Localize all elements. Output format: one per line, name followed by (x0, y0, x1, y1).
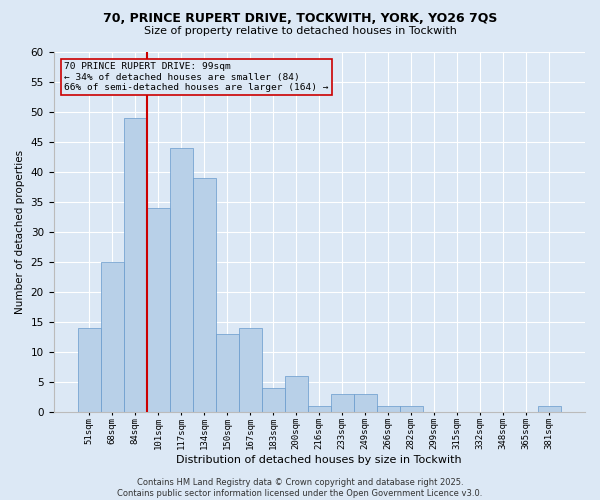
Y-axis label: Number of detached properties: Number of detached properties (15, 150, 25, 314)
Bar (170, 148, 193, 412)
Text: Contains HM Land Registry data © Crown copyright and database right 2025.
Contai: Contains HM Land Registry data © Crown c… (118, 478, 482, 498)
Bar (308, 406, 331, 411)
Bar (262, 388, 285, 411)
Bar (239, 328, 262, 411)
Bar (147, 208, 170, 412)
Bar (285, 376, 308, 412)
Bar (77, 328, 101, 411)
Bar (377, 406, 400, 411)
Bar (193, 178, 216, 412)
Bar (101, 262, 124, 412)
Text: 70 PRINCE RUPERT DRIVE: 99sqm
← 34% of detached houses are smaller (84)
66% of s: 70 PRINCE RUPERT DRIVE: 99sqm ← 34% of d… (64, 62, 329, 92)
Bar (331, 394, 354, 411)
Text: 70, PRINCE RUPERT DRIVE, TOCKWITH, YORK, YO26 7QS: 70, PRINCE RUPERT DRIVE, TOCKWITH, YORK,… (103, 12, 497, 26)
Bar (216, 334, 239, 411)
Bar (354, 394, 377, 411)
X-axis label: Distribution of detached houses by size in Tockwith: Distribution of detached houses by size … (176, 455, 462, 465)
Bar (400, 406, 423, 411)
Bar (124, 118, 147, 412)
Bar (538, 406, 561, 411)
Text: Size of property relative to detached houses in Tockwith: Size of property relative to detached ho… (143, 26, 457, 36)
